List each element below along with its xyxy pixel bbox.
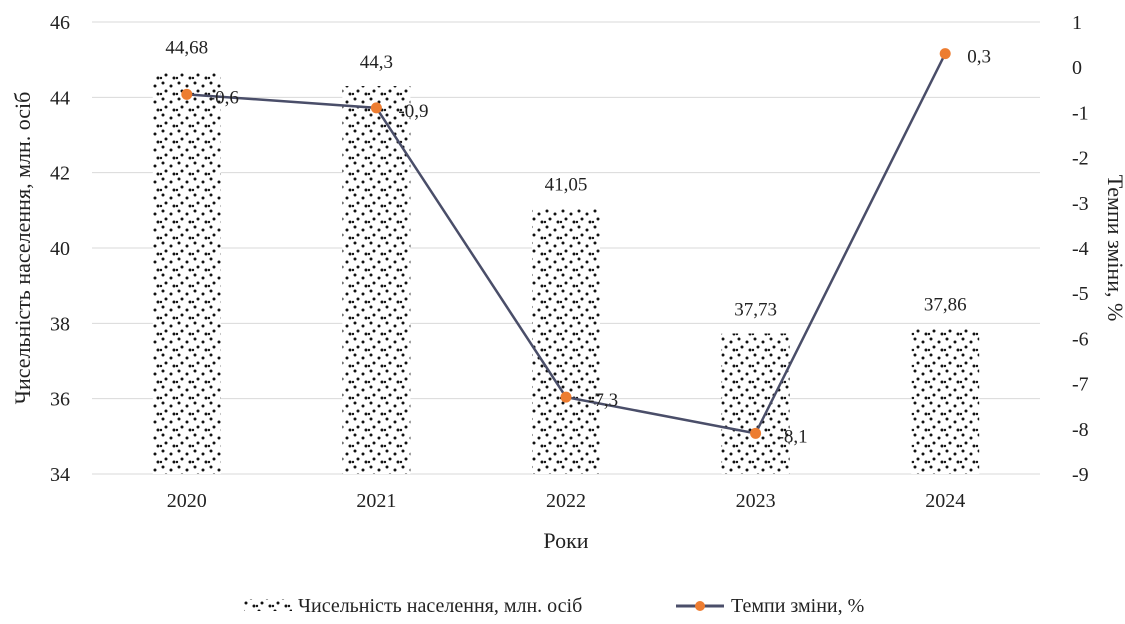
y-tick-label: 40 [50,238,70,260]
legend: Чисельність населення, млн. осіб Темпи з… [244,595,864,617]
bar-data-label: 41,05 [545,174,588,195]
y2-tick-label: -5 [1072,283,1089,305]
bar-series [152,71,980,475]
bar [911,328,980,474]
y2-tick-label: -1 [1072,102,1089,124]
legend-bar-swatch [244,599,292,611]
x-tick-label: 2020 [167,490,207,512]
y-tick-label: 42 [50,163,70,185]
x-tick-label: 2022 [546,490,586,512]
y-tick-label: 44 [50,87,70,109]
y2-axis-title: Темпи зміни, % [1103,175,1125,322]
bar-data-label: 37,86 [924,295,967,316]
y-tick-label: 36 [50,389,70,411]
x-tick-label: 2024 [925,490,965,512]
y-tick-label: 46 [50,12,70,34]
y2-tick-label: -7 [1072,374,1089,396]
x-tick-label: 2021 [356,490,396,512]
bar [152,71,221,474]
y-tick-label: 38 [50,313,70,335]
data-labels: 44,68 44,3 41,05 37,73 37,86 -0,6 -0,9 -7,3 -8,1… [165,38,991,448]
line-series [181,48,951,439]
y2-tick-label: 0 [1072,57,1082,79]
line-data-label: -8,1 [778,426,808,447]
line-data-label: 0,3 [967,47,991,68]
bar-data-label: 37,73 [734,300,777,321]
rate-point [181,88,193,100]
x-tick-label: 2023 [736,490,776,512]
line-data-label: -7,3 [588,390,618,411]
rate-point [750,427,762,439]
y2-tick-label: -8 [1072,419,1089,441]
axes: Чисельність населення, млн. осіб Темпи з… [10,12,1125,553]
y2-tick-label: -9 [1072,464,1089,486]
y-tick-label: 34 [50,464,70,486]
y2-tick-label: -4 [1072,238,1089,260]
y2-tick-label: -2 [1072,148,1089,170]
y-axis-title: Чисельність населення, млн. осіб [10,92,35,405]
rate-point [370,102,382,114]
bar-data-label: 44,3 [360,52,393,73]
bar [721,333,790,474]
x-axis-title: Роки [543,528,588,553]
bar [532,208,600,474]
y2-tick-label: -6 [1072,328,1089,350]
y2-tick-label: 1 [1072,12,1082,34]
legend-line-marker [695,601,705,611]
rate-point [939,48,951,60]
line-data-label: -0,9 [398,101,428,122]
legend-line-label: Темпи зміни, % [731,595,864,617]
bar-data-label: 44,68 [165,38,208,59]
bar [342,86,411,475]
y2-tick-label: -3 [1072,193,1089,215]
legend-bar-label: Чисельність населення, млн. осіб [298,595,582,617]
line-data-label: -0,6 [209,87,239,108]
rate-point [560,391,572,403]
